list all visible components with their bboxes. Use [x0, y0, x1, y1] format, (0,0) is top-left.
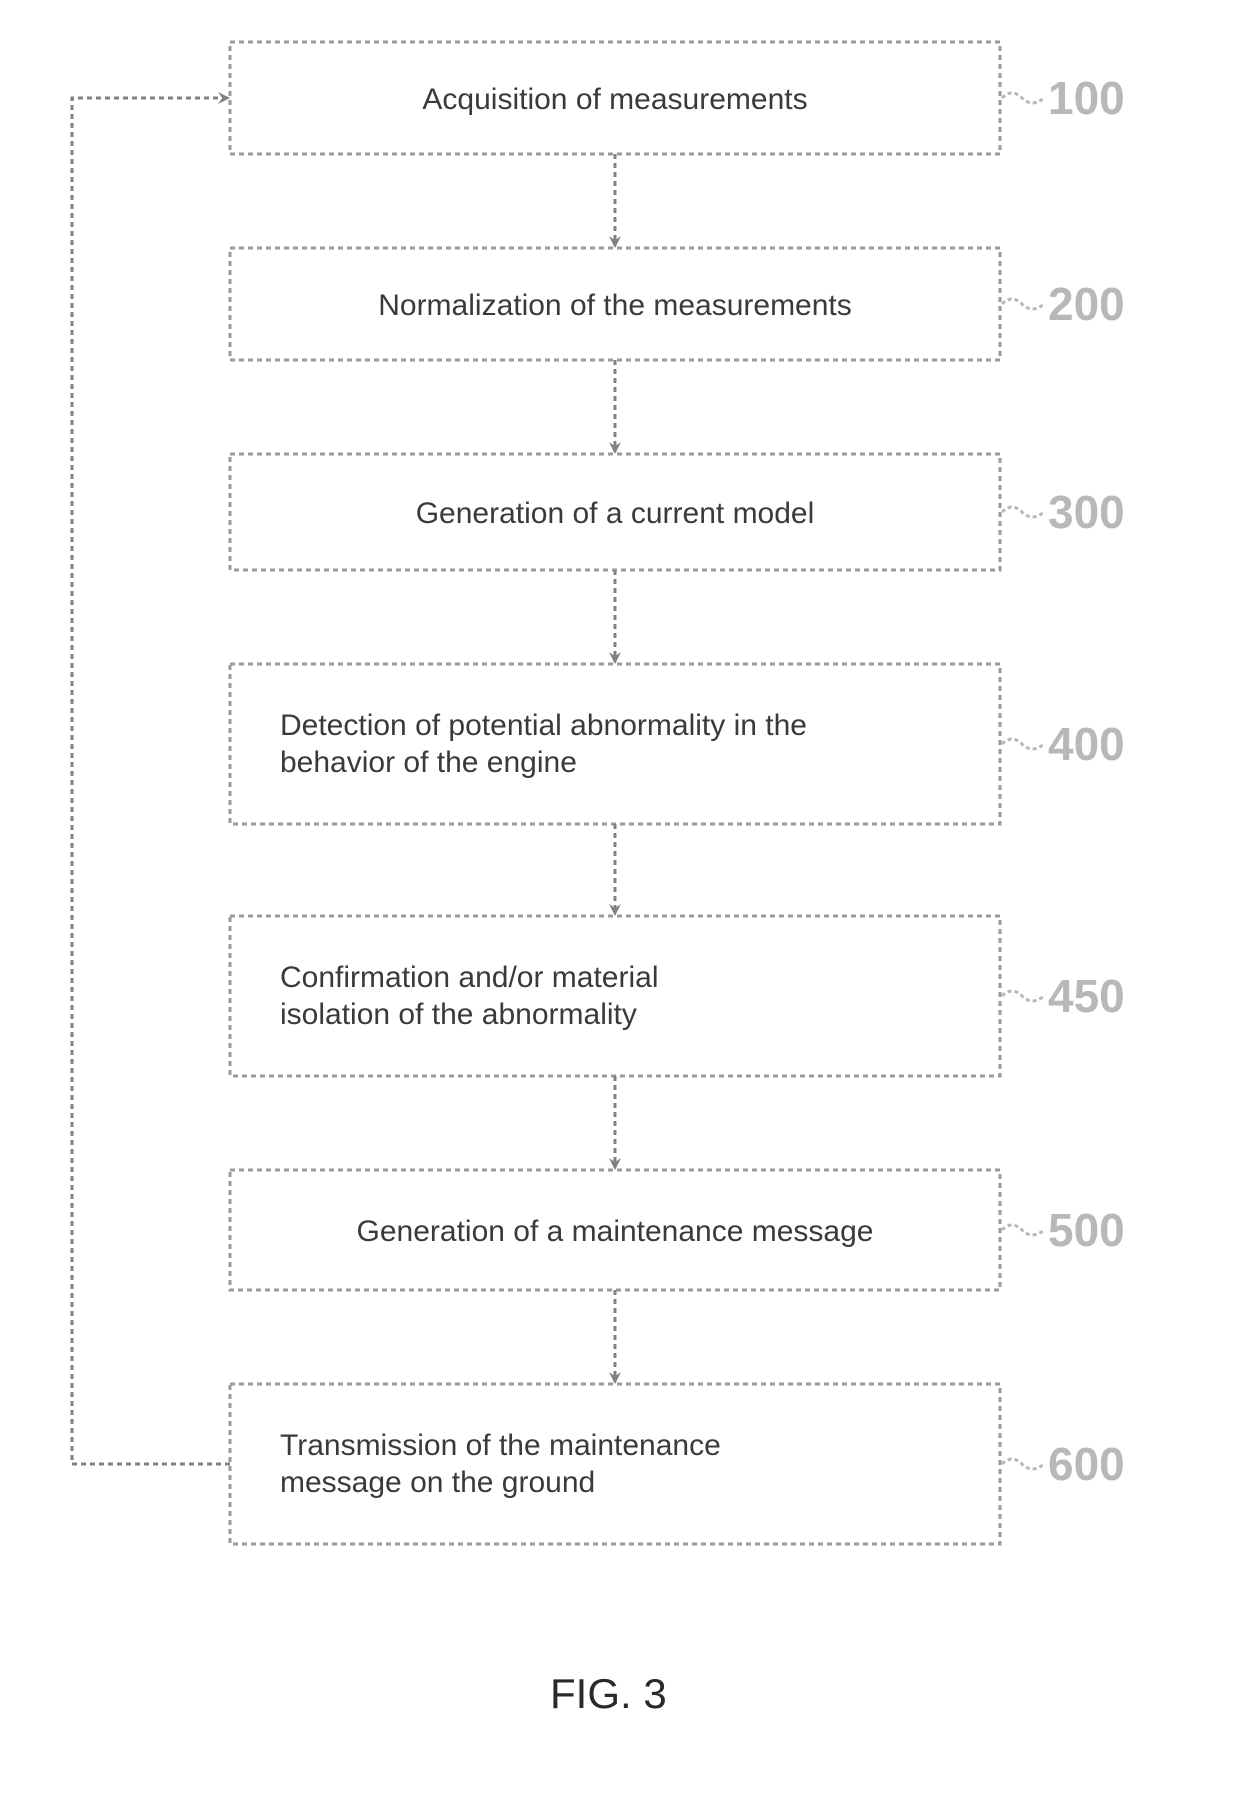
ref-connector	[1002, 1225, 1044, 1235]
flow-node-label: Generation of a current model	[260, 495, 970, 533]
flow-node-label: Detection of potential abnormality in th…	[280, 707, 990, 782]
figure-caption: FIG. 3	[550, 1670, 667, 1718]
flow-node-ref: 450	[1048, 969, 1125, 1023]
flow-node-ref: 500	[1048, 1203, 1125, 1257]
flow-node-label: Transmission of the maintenancemessage o…	[280, 1427, 990, 1502]
ref-connector	[1002, 299, 1044, 309]
flow-node-ref: 300	[1048, 485, 1125, 539]
flow-node-label: Generation of a maintenance message	[260, 1213, 970, 1251]
flow-node-ref: 200	[1048, 277, 1125, 331]
flow-node-label: Confirmation and/or materialisolation of…	[280, 959, 990, 1034]
ref-connector	[1002, 93, 1044, 103]
flow-node-ref: 600	[1048, 1437, 1125, 1491]
flow-node-ref: 400	[1048, 717, 1125, 771]
ref-connector	[1002, 507, 1044, 517]
ref-connector	[1002, 739, 1044, 749]
flowchart-canvas	[0, 0, 1240, 1797]
ref-connector	[1002, 1459, 1044, 1469]
flow-node-ref: 100	[1048, 71, 1125, 125]
flow-feedback-edge	[72, 98, 230, 1464]
flow-node-label: Acquisition of measurements	[260, 81, 970, 119]
ref-connector	[1002, 991, 1044, 1001]
flow-node-label: Normalization of the measurements	[260, 287, 970, 325]
